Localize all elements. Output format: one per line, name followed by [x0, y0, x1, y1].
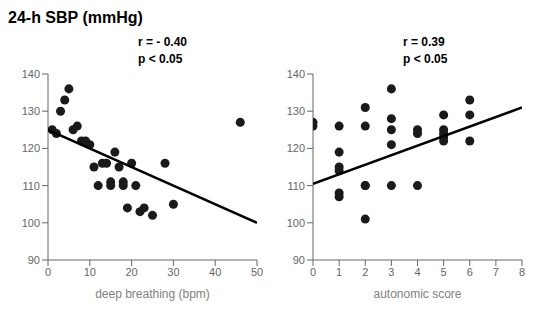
svg-text:110: 110: [287, 180, 305, 192]
html-text:p < 0.05: p < 0.05: [403, 52, 448, 66]
svg-text:110: 110: [22, 180, 40, 192]
svg-text:7: 7: [493, 266, 499, 278]
svg-text:10: 10: [84, 266, 96, 278]
svg-text:4: 4: [414, 266, 420, 278]
svg-text:30: 30: [167, 266, 179, 278]
svg-text:100: 100: [287, 217, 305, 229]
svg-text:130: 130: [22, 105, 40, 117]
svg-text:140: 140: [287, 68, 305, 80]
svg-text:50: 50: [251, 266, 263, 278]
html-text:24-h SBP (mmHg): 24-h SBP (mmHg): [8, 9, 143, 26]
svg-text:120: 120: [22, 142, 40, 154]
svg-text:120: 120: [287, 142, 305, 154]
svg-text:deep breathing (bpm): deep breathing (bpm): [95, 287, 210, 301]
svg-text:140: 140: [22, 68, 40, 80]
svg-text:90: 90: [293, 254, 305, 266]
svg-text:6: 6: [467, 266, 473, 278]
svg-text:autonomic score: autonomic score: [373, 287, 461, 301]
svg-text:100: 100: [22, 217, 40, 229]
html-text:r = - 0.40: r = - 0.40: [138, 35, 187, 49]
svg-text:2: 2: [362, 266, 368, 278]
svg-text:1: 1: [336, 266, 342, 278]
svg-text:40: 40: [209, 266, 221, 278]
svg-text:0: 0: [45, 266, 51, 278]
svg-text:5: 5: [441, 266, 447, 278]
svg-text:130: 130: [287, 105, 305, 117]
html-text:r = 0.39: r = 0.39: [403, 35, 445, 49]
html-text:p < 0.05: p < 0.05: [138, 52, 183, 66]
svg-text:90: 90: [28, 254, 40, 266]
svg-text:3: 3: [388, 266, 394, 278]
svg-text:0: 0: [310, 266, 316, 278]
svg-text:8: 8: [519, 266, 525, 278]
svg-text:20: 20: [125, 266, 137, 278]
